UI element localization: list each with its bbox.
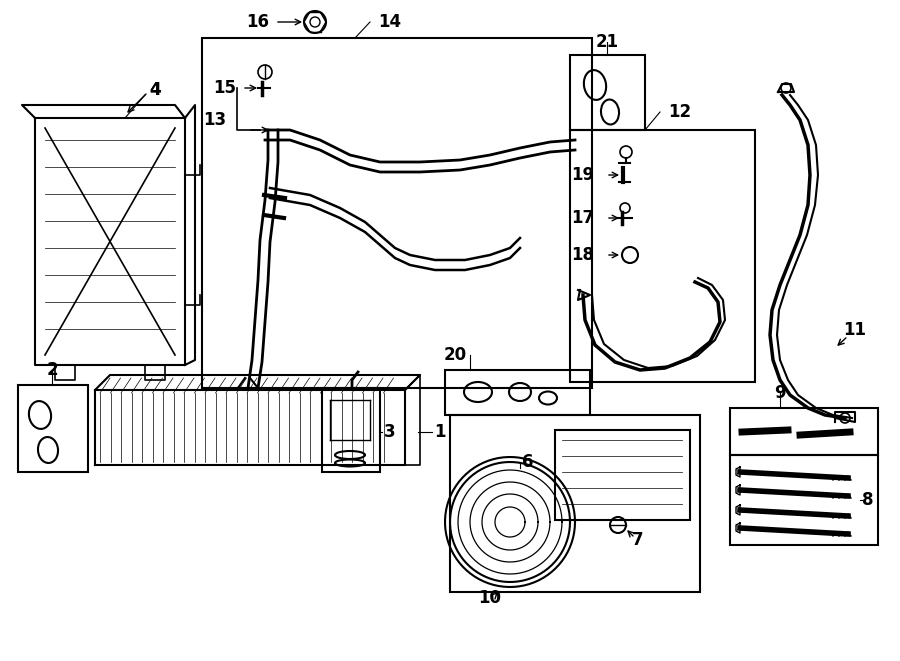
Text: 14: 14: [378, 13, 401, 31]
Text: 20: 20: [444, 346, 466, 364]
Text: 6: 6: [522, 453, 534, 471]
Text: 18: 18: [572, 246, 595, 264]
Bar: [450, 415, 700, 592]
Bar: [570, 55, 645, 130]
Bar: [555, 430, 690, 520]
Text: 8: 8: [862, 491, 874, 509]
Text: 17: 17: [572, 209, 595, 227]
Text: 11: 11: [843, 321, 867, 339]
Bar: [730, 455, 878, 545]
Bar: [445, 370, 590, 415]
Text: 15: 15: [213, 79, 237, 97]
Text: 16: 16: [247, 13, 269, 31]
Text: 1: 1: [434, 423, 446, 441]
Text: 12: 12: [669, 103, 691, 121]
Text: 10: 10: [479, 589, 501, 607]
Bar: [18, 385, 88, 472]
Bar: [202, 38, 592, 388]
Bar: [570, 130, 755, 382]
Text: 21: 21: [596, 33, 618, 51]
Text: 19: 19: [572, 166, 595, 184]
Text: 2: 2: [46, 361, 58, 379]
Text: 7: 7: [632, 531, 644, 549]
Text: 9: 9: [774, 384, 786, 402]
Bar: [322, 388, 380, 472]
Text: 13: 13: [203, 111, 227, 129]
Text: 3: 3: [384, 423, 396, 441]
Bar: [730, 408, 878, 455]
Text: 4: 4: [149, 81, 161, 99]
Text: 4: 4: [149, 81, 161, 99]
